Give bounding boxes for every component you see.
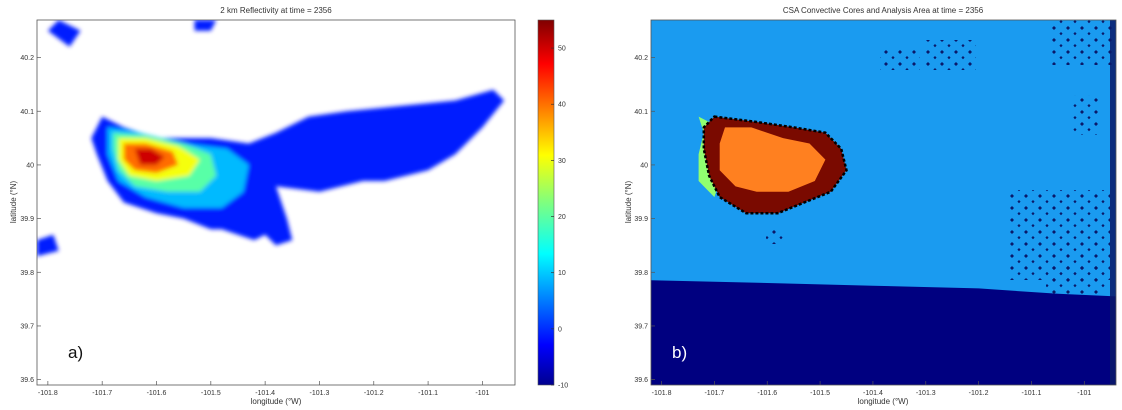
x-tick-label: -101.1: [418, 390, 438, 397]
panel-b-x-label: longitude (°W): [858, 397, 909, 406]
panel-a-title: 2 km Reflectivity at time = 2356: [220, 6, 332, 15]
colorbar-tick-label: 30: [558, 158, 566, 165]
panel-a-x-label: longitude (°W): [251, 397, 302, 406]
colorbar-tick-label: -10: [558, 383, 568, 390]
reflectivity-region: [134, 148, 165, 165]
panel-b-title: CSA Convective Cores and Analysis Area a…: [783, 6, 984, 15]
colorbar-tick-label: 0: [558, 326, 562, 333]
x-tick-label: -101.4: [863, 390, 883, 397]
y-tick-label: 39.6: [20, 377, 34, 384]
lower-region: [651, 280, 1116, 385]
panel-a-y-ticks: 39.6 39.7 39.8 39.9 40 40.1 40.2: [20, 55, 41, 384]
panel-a-y-label: latitude (°N): [9, 181, 18, 224]
panel-b-label: b): [672, 343, 687, 362]
x-tick-label: -101.1: [1022, 390, 1042, 397]
x-tick-label: -101: [475, 390, 489, 397]
x-tick-label: -101.6: [757, 390, 777, 397]
colorbar-tick-label: 40: [558, 102, 566, 109]
x-tick-label: -101.8: [652, 390, 672, 397]
x-tick-label: -101.4: [255, 390, 275, 397]
speckle-cluster: [766, 230, 786, 244]
analysis-field: [651, 20, 1116, 385]
x-tick-label: -101: [1077, 390, 1091, 397]
speckle-cluster: [880, 50, 920, 70]
speckle-cluster: [926, 40, 976, 70]
reflectivity-field: [37, 20, 505, 257]
panel-a-label: a): [68, 343, 83, 362]
x-tick-label: -101.7: [704, 390, 724, 397]
reflectivity-region: [37, 234, 59, 257]
x-tick-label: -101.3: [310, 390, 330, 397]
panel-b-x-ticks: -101.8 -101.7 -101.6 -101.5 -101.4 -101.3 -101…: [652, 381, 1091, 397]
colorbar-tick-label: 10: [558, 270, 566, 277]
x-tick-label: -101.2: [969, 390, 989, 397]
edge-strip: [1110, 20, 1116, 385]
colorbar-tick-label: 20: [558, 214, 566, 221]
panel-b: CSA Convective Cores and Analysis Area a…: [624, 6, 1117, 406]
y-tick-label: 40: [640, 162, 648, 169]
x-tick-label: -101.8: [38, 390, 58, 397]
x-tick-label: -101.5: [810, 390, 830, 397]
y-tick-label: 39.8: [20, 270, 34, 277]
x-tick-label: -101.3: [916, 390, 936, 397]
speckle-cluster: [1046, 265, 1106, 295]
y-tick-label: 40.1: [634, 109, 648, 116]
reflectivity-contours: [37, 20, 505, 257]
y-tick-label: 39.7: [634, 323, 648, 330]
convective-core: [719, 127, 826, 192]
colorbar-gradient: [537, 19, 555, 386]
x-tick-label: -101.7: [92, 390, 112, 397]
y-tick-label: 39.8: [634, 270, 648, 277]
speckle-cluster: [1070, 95, 1100, 135]
colorbar: -10 0 10 20 30 40 50: [537, 19, 568, 390]
x-tick-label: -101.5: [201, 390, 221, 397]
y-tick-label: 39.7: [20, 323, 34, 330]
y-tick-label: 39.6: [634, 377, 648, 384]
reflectivity-region: [47, 20, 81, 47]
y-tick-label: 40.1: [20, 109, 34, 116]
panel-b-y-ticks: 39.6 39.7 39.8 39.9 40 40.1 40.2: [634, 55, 655, 384]
y-tick-label: 40: [26, 162, 34, 169]
speckle-cluster: [1050, 20, 1116, 65]
x-tick-label: -101.6: [147, 390, 167, 397]
y-tick-label: 39.9: [634, 216, 648, 223]
reflectivity-region: [194, 20, 217, 31]
y-tick-label: 39.9: [20, 216, 34, 223]
panel-b-y-label: latitude (°N): [624, 181, 633, 224]
colorbar-ticks: -10 0 10 20 30 40 50: [551, 46, 568, 390]
colorbar-tick-label: 50: [558, 46, 566, 53]
y-tick-label: 40.2: [634, 55, 648, 62]
x-tick-label: -101.2: [364, 390, 384, 397]
panel-a: 2 km Reflectivity at time = 2356 -101.8-…: [9, 6, 516, 406]
y-tick-label: 40.2: [20, 55, 34, 62]
panel-a-x-ticks: -101.8 -101.7 -101.6 -101.5 -101.4 -101.3 -101…: [38, 381, 490, 397]
